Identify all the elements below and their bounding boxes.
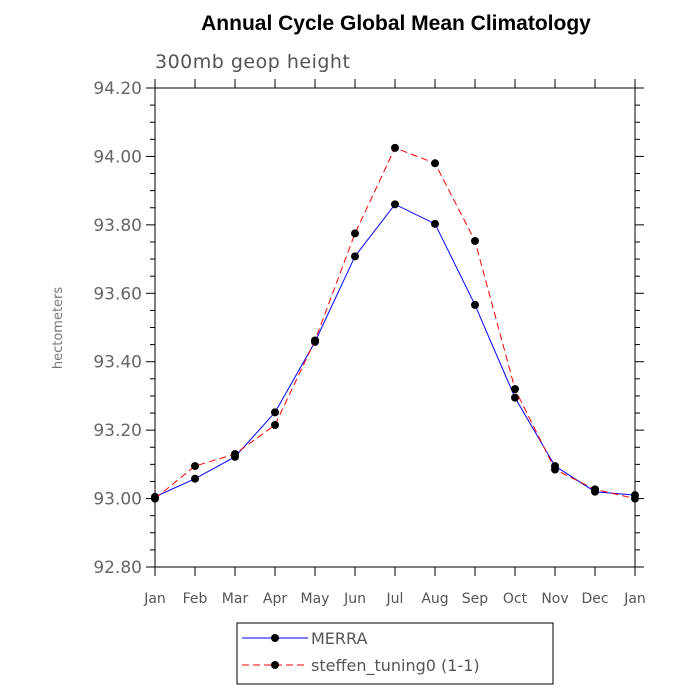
x-tick-label: Sep — [462, 591, 489, 607]
x-tick-label: Jul — [386, 591, 404, 607]
x-tick-label: Feb — [183, 591, 208, 607]
y-tick-label: 93.20 — [93, 421, 142, 441]
data-point-s2 — [591, 485, 599, 494]
x-tick-label: Jun — [343, 591, 366, 607]
chart-title: Annual Cycle Global Mean Climatology — [201, 12, 591, 35]
data-point-s2 — [151, 494, 159, 503]
series-line-1 — [154, 203, 636, 498]
legend-label-2: steffen_tuning0 (1-1) — [311, 656, 480, 676]
legend: MERRA steffen_tuning0 (1-1) — [242, 629, 480, 676]
plot-frame — [154, 87, 636, 568]
data-point-s1 — [191, 474, 199, 483]
data-point-s2 — [231, 450, 239, 459]
x-tick-label: Jan — [143, 591, 166, 607]
data-point-s1 — [391, 200, 399, 209]
y-tick-label: 93.40 — [93, 353, 142, 373]
y-tick-label: 93.00 — [93, 490, 142, 510]
data-point-s2 — [431, 159, 439, 168]
data-point-s2 — [511, 385, 519, 394]
data-point-s2 — [271, 421, 279, 430]
x-tick-label: Aug — [421, 591, 448, 607]
x-tick-label: Nov — [541, 591, 568, 607]
y-tick-label: 93.60 — [93, 284, 142, 304]
legend-label-1: MERRA — [311, 629, 368, 648]
data-point-s2 — [191, 462, 199, 471]
x-tick-label: Apr — [263, 591, 287, 607]
series-group — [151, 143, 639, 503]
data-point-s1 — [431, 219, 439, 228]
data-point-s2 — [551, 465, 559, 474]
legend-marker-2 — [271, 661, 279, 669]
data-point-s1 — [471, 300, 479, 309]
data-point-s2 — [631, 494, 639, 503]
x-tick-label: Oct — [503, 591, 528, 607]
axes: 92.80 93.00 93.20 93.40 93.60 93.80 94.00 94.20… — [93, 79, 646, 607]
x-tick-label: May — [301, 591, 330, 607]
data-point-s2 — [311, 336, 319, 345]
legend-box — [236, 622, 554, 685]
y-axis-label: hectometers — [51, 287, 66, 370]
x-tick-label: Jan — [623, 591, 646, 607]
data-point-s2 — [351, 229, 359, 238]
legend-marker-1 — [271, 634, 279, 642]
y-tick-label: 94.00 — [93, 147, 142, 167]
data-point-s1 — [511, 393, 519, 402]
chart-subtitle: 300mb geop height — [155, 51, 350, 73]
y-tick-label: 92.80 — [93, 558, 142, 578]
data-point-s2 — [471, 236, 479, 245]
data-point-s2 — [391, 143, 399, 152]
x-tick-label: Mar — [222, 591, 249, 607]
y-tick-label: 93.80 — [93, 216, 142, 236]
x-tick-label: Dec — [581, 591, 608, 607]
y-tick-label: 94.20 — [93, 79, 142, 99]
data-point-s1 — [271, 408, 279, 417]
data-point-s1 — [351, 252, 359, 261]
